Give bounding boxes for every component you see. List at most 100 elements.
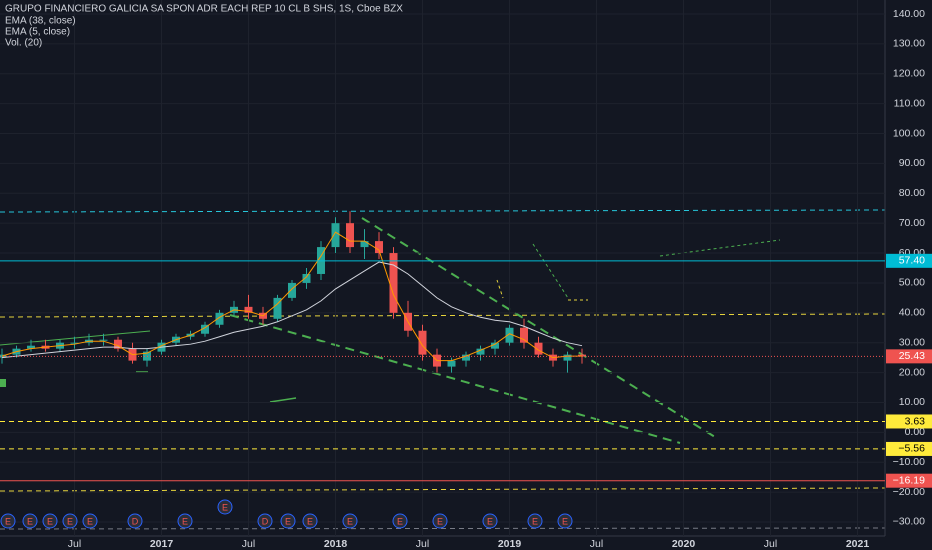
candle-body	[389, 253, 398, 313]
y-tick-label: 70.00	[899, 217, 925, 229]
candle-body	[462, 354, 470, 361]
event-label: E	[532, 516, 538, 526]
drawings	[0, 0, 886, 537]
event-marker	[482, 513, 498, 529]
x-tick-label: Jul	[416, 538, 429, 550]
event-label: E	[487, 516, 493, 526]
candle-body	[302, 273, 311, 283]
chart-title: GRUPO FINANCIERO GALICIA SA SPON ADR EAC…	[5, 4, 403, 15]
y-tick-label: 100.00	[893, 127, 925, 139]
event-marker	[302, 513, 318, 529]
y-tick-label: 30.00	[899, 336, 925, 348]
candle-body	[215, 312, 224, 325]
event-label: E	[27, 516, 33, 526]
event-marker	[177, 513, 193, 529]
marker	[0, 379, 6, 387]
event-label: E	[67, 516, 73, 526]
event-label: E	[285, 516, 291, 526]
x-tick-label: Jul	[764, 538, 777, 550]
event-label: E	[397, 516, 403, 526]
y-tick-label: 20.00	[899, 366, 925, 378]
event-marker	[127, 513, 143, 529]
event-marker	[257, 513, 273, 529]
event-marker	[527, 513, 543, 529]
level-line	[0, 527, 886, 530]
y-tick-label: 140.00	[893, 8, 925, 20]
event-label: E	[562, 516, 568, 526]
level-line	[0, 487, 886, 492]
price-label: −16.19	[893, 474, 926, 486]
event-marker	[392, 513, 408, 529]
price-label-box	[886, 349, 932, 364]
event-label: E	[87, 516, 93, 526]
event-marker	[280, 513, 296, 529]
indicator-label: Vol. (20)	[5, 38, 42, 49]
x-tick-label: 2018	[324, 538, 348, 550]
trend-line	[229, 314, 681, 444]
event-marker	[0, 513, 16, 529]
price-label: −5.56	[898, 443, 925, 455]
event-label: E	[222, 502, 228, 512]
x-tick-label: 2017	[150, 538, 174, 550]
event-marker	[22, 513, 38, 529]
plot: E E E E E D E E D E E E E E E E E	[0, 211, 885, 529]
trend-line	[269, 397, 297, 403]
y-tick-label: 40.00	[899, 307, 925, 319]
x-tick-label: Jul	[242, 538, 255, 550]
y-tick-label: 0.00	[905, 426, 926, 438]
level-line	[0, 313, 886, 318]
y-tick-label: 120.00	[893, 68, 925, 80]
x-tick-label: Jul	[68, 538, 81, 550]
price-label: 57.40	[899, 255, 925, 267]
x-tick-label: 2020	[672, 538, 696, 550]
candle-body	[201, 324, 209, 334]
y-tick-label: 130.00	[893, 38, 925, 50]
y-tick-label: 90.00	[899, 157, 925, 169]
candle-body	[331, 223, 340, 248]
event-label: D	[132, 516, 139, 526]
price-label-box	[886, 473, 932, 488]
candle-body	[578, 354, 586, 357]
event-label: D	[262, 516, 269, 526]
trend-line	[361, 217, 716, 438]
indicator-label: EMA (5, close)	[5, 27, 70, 38]
candle-body	[114, 339, 122, 349]
trend-line	[532, 243, 569, 299]
candle-body	[447, 360, 456, 367]
event-marker	[557, 513, 573, 529]
ema-line	[1, 231, 582, 362]
price-label: 3.63	[905, 415, 926, 427]
axis: −30.00 −20.00 −10.00 0.00 10.00 20.00 30.00 40.…	[68, 8, 932, 550]
x-tick-label: Jul	[590, 538, 603, 550]
x-tick-label: 2021	[846, 538, 870, 550]
event-marker	[342, 513, 358, 529]
y-tick-label: −30.00	[893, 516, 926, 528]
x-tick-label: 2019	[498, 538, 522, 550]
event-marker	[62, 513, 78, 529]
event-label: E	[47, 516, 53, 526]
candle-body	[505, 327, 514, 343]
candle-body	[99, 339, 108, 341]
ema-line	[1, 261, 583, 359]
candle-body	[70, 342, 79, 344]
candle-body	[491, 342, 499, 349]
event-label: E	[182, 516, 188, 526]
event-label: E	[307, 516, 313, 526]
event-label: E	[437, 516, 443, 526]
candle-body	[273, 297, 282, 319]
event-marker	[42, 513, 58, 529]
candle-body	[534, 342, 543, 355]
candle-body	[476, 348, 485, 355]
y-tick-label: −20.00	[893, 486, 926, 498]
y-tick-label: 80.00	[899, 187, 925, 199]
y-tick-label: 50.00	[899, 277, 925, 289]
level-line	[0, 209, 886, 213]
price-label-box	[886, 253, 932, 268]
y-tick-label: 10.00	[899, 396, 925, 408]
indicator-label: EMA (38, close)	[5, 16, 76, 27]
event-label: E	[5, 516, 11, 526]
candle-body	[244, 306, 253, 313]
y-tick-label: −10.00	[893, 456, 926, 468]
candle-body	[563, 354, 572, 361]
